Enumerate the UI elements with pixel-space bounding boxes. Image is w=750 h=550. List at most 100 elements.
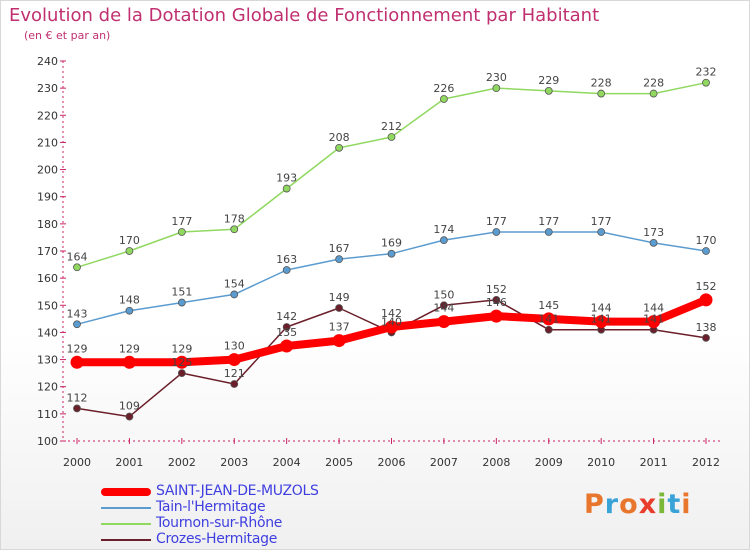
data-point xyxy=(597,228,606,236)
logo-letter: t xyxy=(667,489,682,520)
data-point xyxy=(335,143,343,152)
data-point xyxy=(440,95,448,103)
data-label: 135 xyxy=(276,326,297,339)
data-label: 144 xyxy=(591,302,612,315)
data-point xyxy=(125,412,134,421)
data-point xyxy=(702,78,710,87)
data-label: 164 xyxy=(67,250,88,263)
data-point xyxy=(73,320,81,329)
data-point xyxy=(594,315,608,329)
data-label: 193 xyxy=(276,172,297,185)
chart-title: Evolution de la Dotation Globale de Fonc… xyxy=(9,5,600,26)
legend-item: SAINT-JEAN-DE-MUZOLS xyxy=(101,483,361,500)
data-label: 151 xyxy=(171,286,192,299)
data-point xyxy=(335,255,343,264)
data-point xyxy=(73,263,81,272)
data-label: 121 xyxy=(224,367,245,380)
x-tick-label: 2008 xyxy=(482,456,510,469)
logo-letter: P xyxy=(584,489,605,520)
data-point xyxy=(489,309,503,323)
data-label: 212 xyxy=(381,120,402,133)
legend: SAINT-JEAN-DE-MUZOLS Tain-l'Hermitage Tour… xyxy=(101,483,361,548)
data-label: 228 xyxy=(591,77,612,90)
y-tick-label: 120 xyxy=(37,381,58,394)
data-label: 125 xyxy=(171,356,192,369)
data-label: 130 xyxy=(224,340,245,353)
data-point xyxy=(122,355,136,369)
x-tick-label: 2005 xyxy=(325,456,353,469)
data-point xyxy=(492,228,501,236)
y-tick-label: 160 xyxy=(37,272,58,285)
data-label: 143 xyxy=(67,307,88,320)
data-point xyxy=(227,353,241,367)
x-tick-label: 2007 xyxy=(430,456,458,469)
legend-label: SAINT-JEAN-DE-MUZOLS xyxy=(156,483,319,499)
legend-item: Tain-l'Hermitage xyxy=(101,499,361,516)
data-label: 167 xyxy=(329,242,350,255)
chart-axes: 100 110 120 130 140 150 160 170 180 190 200 210 220 2… xyxy=(37,55,721,469)
data-label: 177 xyxy=(538,215,559,228)
data-point xyxy=(385,320,398,334)
data-point xyxy=(492,295,501,304)
x-tick-label: 2003 xyxy=(220,456,248,469)
data-point xyxy=(175,355,189,369)
logo-letter: o xyxy=(619,489,639,520)
x-tick-label: 2004 xyxy=(273,456,301,469)
data-label: 174 xyxy=(433,223,454,236)
y-tick-label: 230 xyxy=(37,82,58,95)
legend-swatch xyxy=(101,488,151,496)
x-tick-label: 2011 xyxy=(640,456,668,469)
x-tick-label: 2009 xyxy=(535,456,563,469)
data-label: 229 xyxy=(538,74,559,87)
data-label: 173 xyxy=(643,226,664,239)
legend-item: Crozes-Hermitage xyxy=(101,531,361,548)
data-point xyxy=(492,84,501,93)
data-label: 230 xyxy=(486,71,507,84)
y-tick-label: 100 xyxy=(37,435,58,448)
y-tick-label: 110 xyxy=(37,408,58,421)
data-point xyxy=(177,228,186,236)
data-label: 140 xyxy=(381,315,402,328)
legend-swatch xyxy=(101,539,151,541)
data-label: 177 xyxy=(486,215,507,228)
data-point xyxy=(387,249,396,258)
y-tick-label: 150 xyxy=(37,299,58,312)
data-label: 141 xyxy=(643,313,664,326)
data-label: 141 xyxy=(538,313,559,326)
data-point xyxy=(280,339,294,353)
data-label: 178 xyxy=(224,212,245,225)
data-label: 144 xyxy=(643,302,664,315)
data-point xyxy=(125,247,134,255)
data-label: 152 xyxy=(486,283,507,296)
data-point xyxy=(230,290,239,299)
series-layer xyxy=(70,78,713,421)
data-point xyxy=(282,184,291,193)
proxiti-logo: Proxiti xyxy=(584,489,692,520)
data-point xyxy=(544,325,553,334)
data-label: 137 xyxy=(329,321,350,334)
y-tick-label: 240 xyxy=(37,55,58,68)
x-tick-label: 2000 xyxy=(63,456,91,469)
data-point xyxy=(597,89,606,98)
data-point xyxy=(699,293,713,307)
data-label: 152 xyxy=(696,280,717,293)
legend-label: Crozes-Hermitage xyxy=(156,531,278,547)
data-point xyxy=(282,266,291,274)
y-tick-label: 200 xyxy=(37,164,58,177)
data-point xyxy=(73,404,81,413)
y-tick-label: 170 xyxy=(37,245,58,258)
data-label: 142 xyxy=(381,307,402,320)
data-point xyxy=(647,315,661,329)
y-tick-label: 140 xyxy=(37,326,58,339)
data-point xyxy=(544,228,553,236)
data-label: 146 xyxy=(486,296,507,309)
data-label: 177 xyxy=(591,215,612,228)
data-label: 149 xyxy=(329,291,350,304)
y-tick-label: 180 xyxy=(37,218,58,231)
legend-item: Tournon-sur-Rhône xyxy=(101,515,361,532)
logo-letter: r xyxy=(604,489,620,520)
legend-swatch xyxy=(101,507,151,509)
logo-letter: x xyxy=(638,489,658,520)
x-tick-label: 2006 xyxy=(378,456,406,469)
data-point xyxy=(440,301,448,310)
